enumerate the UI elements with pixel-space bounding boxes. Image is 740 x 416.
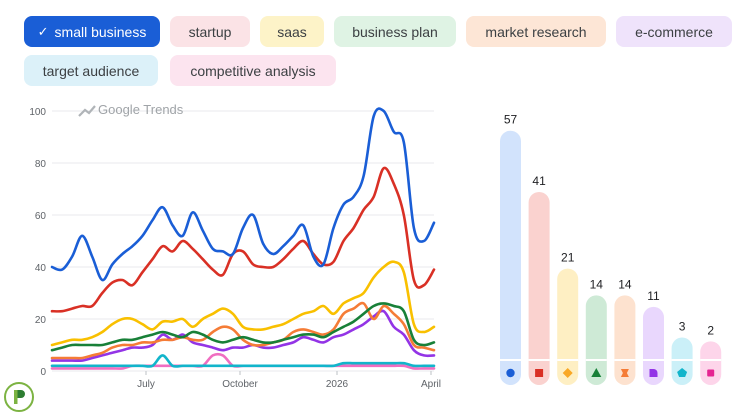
keyword-chip-business-plan[interactable]: business plan: [334, 16, 456, 47]
x-tick-label: October: [222, 379, 258, 390]
legend-marker-hourglass-icon: [620, 369, 629, 377]
keyword-chip-startup[interactable]: startup: [170, 16, 250, 47]
chip-label: market research: [485, 23, 587, 40]
chip-label: target audience: [42, 62, 140, 79]
keyword-chip-target-audience[interactable]: target audience: [24, 55, 158, 86]
legend-marker-diamond-icon: [562, 368, 573, 378]
legend-marker-triangle-icon: [591, 368, 602, 377]
chip-label: startup: [188, 23, 232, 40]
bar-value-label: 2: [707, 323, 714, 337]
bar-value-label: 3: [679, 320, 686, 334]
legend-marker-circle-icon: [506, 368, 515, 378]
chip-label: business plan: [352, 23, 438, 40]
bar-value-label: 21: [561, 251, 575, 265]
y-tick-label: 80: [35, 159, 47, 170]
legend-marker-square-icon: [535, 369, 544, 377]
y-tick-label: 40: [35, 263, 47, 274]
series-line-business-plan: [50, 302, 436, 352]
series-line-target-audience: [50, 354, 436, 368]
keyword-chip-saas[interactable]: saas: [260, 16, 324, 47]
check-icon: ✓: [37, 23, 49, 39]
keyword-chip-competitive-analysis[interactable]: competitive analysis: [170, 55, 336, 86]
x-tick-label: July: [137, 379, 155, 390]
google-trends-watermark: Google Trends: [78, 102, 184, 117]
chip-label: competitive analysis: [190, 62, 316, 79]
bar-value-label: 14: [618, 277, 632, 291]
y-axis: 0 20 40 60 80 100: [29, 107, 46, 378]
x-axis: July October 2026 April: [137, 371, 441, 390]
keyword-chip-small-business[interactable]: ✓ small business: [24, 16, 160, 47]
series-line-small-business: [50, 107, 436, 282]
logo-icon: [14, 390, 25, 404]
legend-marker-halfround-icon: [649, 369, 658, 377]
site-logo: [4, 382, 34, 412]
bar-target-audience[interactable]: [671, 337, 693, 385]
bar-market-research[interactable]: [614, 295, 636, 385]
keyword-chip-market-research[interactable]: market research: [466, 16, 606, 47]
legend-marker-square-small-icon: [707, 369, 715, 377]
chip-label: small business: [54, 23, 147, 40]
watermark-text: Google Trends: [98, 102, 184, 117]
trends-arrow-icon: [78, 105, 96, 117]
bar-value-label: 11: [647, 289, 660, 303]
chip-label: e-commerce: [635, 23, 713, 40]
bar-startup[interactable]: [528, 191, 550, 385]
bar-saas[interactable]: [557, 268, 579, 385]
chip-label: saas: [277, 23, 307, 40]
line-series: [50, 107, 436, 370]
legend-marker-pentagon-icon: [677, 368, 688, 377]
y-tick-label: 60: [35, 211, 47, 222]
series-line-market-research: [50, 301, 436, 360]
x-tick-label: April: [421, 379, 441, 390]
bar-value-label: 14: [590, 277, 604, 291]
y-tick-label: 0: [40, 367, 46, 378]
bar-e-commerce[interactable]: [643, 306, 664, 385]
gridlines: [52, 110, 434, 372]
bar-value-label: 41: [532, 174, 546, 188]
bar-competitive-analysis[interactable]: [700, 341, 722, 385]
y-tick-label: 100: [29, 107, 46, 118]
bar-small-business[interactable]: [500, 130, 521, 385]
keyword-chip-e-commerce[interactable]: e-commerce: [616, 16, 732, 47]
bar-value-label: 57: [504, 113, 518, 127]
bar-business-plan[interactable]: [585, 295, 607, 385]
bar-series: 57 41 21 14 14 11 3 2: [500, 113, 722, 385]
series-line-e-commerce: [50, 309, 436, 363]
y-tick-label: 20: [35, 315, 47, 326]
series-line-saas: [50, 260, 436, 347]
x-tick-label: 2026: [326, 379, 349, 390]
series-line-startup: [50, 166, 436, 313]
